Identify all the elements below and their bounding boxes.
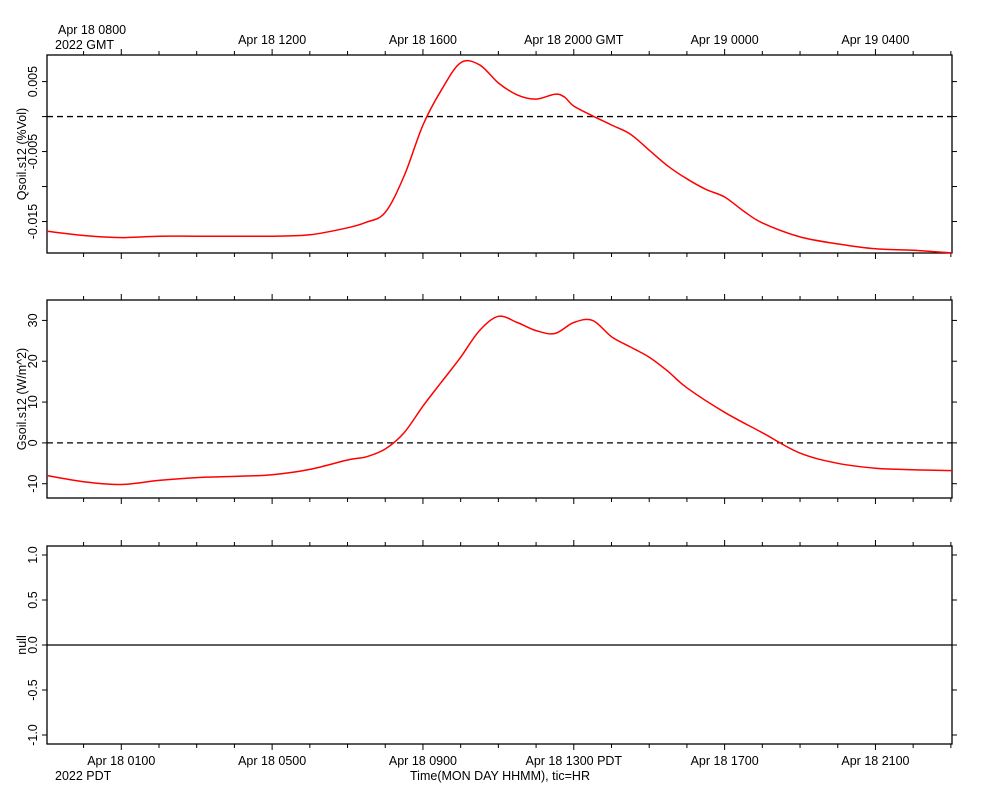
top-time-tick-label: Apr 18 1600 <box>389 33 457 47</box>
y-tick-label: 30 <box>26 313 40 327</box>
y-tick-label: 10 <box>26 395 40 409</box>
y-tick-label: -0.005 <box>26 134 40 169</box>
panel-gsoil: 30 20 10 0 -10 Gsoil.s12 (W/m^2) <box>15 294 957 504</box>
bottom-time-tick-label: Apr 18 1300 PDT <box>525 754 622 768</box>
bottom-time-tick-label: Apr 18 1700 <box>691 754 759 768</box>
y-tick-label: -0.015 <box>26 204 40 239</box>
y-tick-label: -1.0 <box>26 724 40 746</box>
top-header-year: 2022 GMT <box>55 38 114 52</box>
panel-null: 1.0 0.5 0.0 -0.5 -1.0 null <box>15 540 957 750</box>
y-axis-label: Gsoil.s12 (W/m^2) <box>15 348 29 450</box>
y-tick-label: 0.005 <box>26 66 40 97</box>
bottom-time-tick-label: Apr 18 2100 <box>841 754 909 768</box>
y-tick-label: 0.5 <box>26 591 40 608</box>
bottom-year: 2022 PDT <box>55 769 112 783</box>
top-header-date: Apr 18 0800 <box>58 23 126 37</box>
y-tick-label: 1.0 <box>26 546 40 563</box>
panel-qsoil: 0.005 -0.005 -0.015 Qsoil.s12 (%Vol) <box>15 49 957 259</box>
x-axis-label: Time(MON DAY HHMM), tic=HR <box>410 769 590 783</box>
top-time-tick-label: Apr 18 2000 GMT <box>524 33 624 47</box>
bottom-time-tick-label: Apr 18 0500 <box>238 754 306 768</box>
y-axis-label: Qsoil.s12 (%Vol) <box>15 108 29 200</box>
bottom-time-tick-labels: Apr 18 0100 Apr 18 0500 Apr 18 0900 Apr 18 … <box>87 754 909 768</box>
top-time-tick-label: Apr 19 0000 <box>691 33 759 47</box>
top-time-tick-label: Apr 19 0400 <box>841 33 909 47</box>
y-tick-label: -10 <box>26 475 40 493</box>
y-tick-label: -0.5 <box>26 679 40 701</box>
top-time-tick-labels: Apr 18 1200 Apr 18 1600 Apr 18 2000 GMT Apr… <box>238 33 909 47</box>
y-tick-label: 0.0 <box>26 636 40 653</box>
y-tick-label: 20 <box>26 354 40 368</box>
bottom-time-tick-label: Apr 18 0100 <box>87 754 155 768</box>
data-series-line <box>46 315 953 486</box>
y-tick-label: 0 <box>26 439 40 446</box>
plot-frame <box>46 299 953 499</box>
data-series-line <box>46 59 953 254</box>
y-axis-label: null <box>15 635 29 654</box>
plot-frame <box>46 54 953 254</box>
top-time-tick-label: Apr 18 1200 <box>238 33 306 47</box>
bottom-time-tick-label: Apr 18 0900 <box>389 754 457 768</box>
